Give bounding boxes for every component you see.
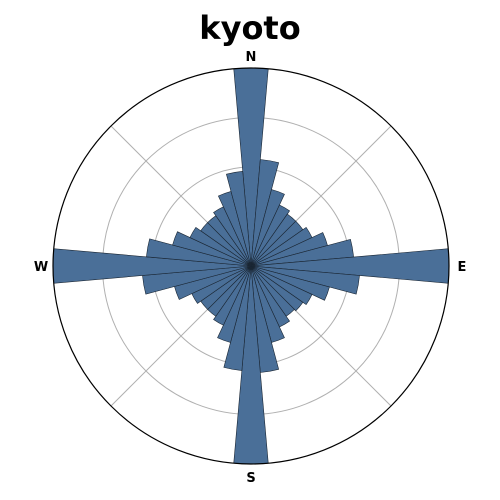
- rose-bar-290: [172, 231, 252, 267]
- direction-label-e: E: [458, 260, 467, 275]
- rose-bar-130: [250, 265, 304, 312]
- direction-label-s: S: [246, 471, 255, 486]
- rose-bar-120: [250, 265, 313, 306]
- rose-bar-200: [217, 265, 252, 343]
- rose-bar-110: [250, 265, 330, 301]
- polar-frame: [52, 67, 450, 465]
- rose-bar-350: [226, 170, 252, 267]
- rose-bar-20: [250, 189, 285, 267]
- rose-bar-210: [213, 265, 252, 326]
- rose-bar-30: [250, 204, 291, 267]
- direction-label-n: N: [246, 50, 257, 65]
- rose-bar-300: [189, 226, 252, 267]
- rose-bars: [52, 67, 450, 465]
- chart-title: kyoto: [199, 9, 301, 47]
- direction-label-w: W: [34, 260, 48, 275]
- direction-labels: N E S W: [34, 50, 467, 486]
- outer-ring: [52, 67, 450, 465]
